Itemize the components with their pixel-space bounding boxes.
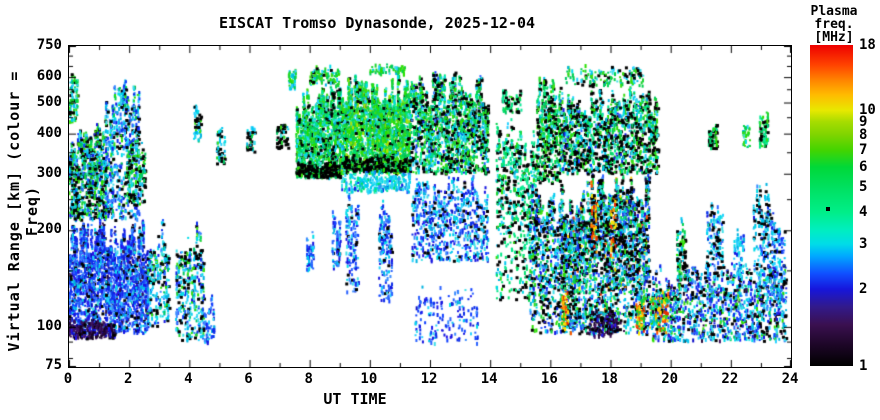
x-tick-label: 4 [184, 371, 193, 387]
plot-canvas [69, 46, 791, 367]
colorbar-title-line1: Plasma freq. [810, 4, 858, 32]
colorbar-reference-dot [826, 207, 830, 212]
x-tick-label: 24 [781, 371, 799, 387]
colorbar-tick-label: 6 [859, 159, 868, 175]
colorbar-tick-label: 8 [859, 127, 868, 144]
colorbar-tick-label: 2 [859, 281, 868, 298]
x-tick-label: 14 [480, 371, 498, 387]
colorbar-tick-label: 3 [859, 235, 868, 252]
x-tick-label: 22 [721, 371, 739, 387]
x-tick-label: 10 [360, 371, 378, 387]
colorbar-tick-label: 1 [859, 358, 868, 374]
x-tick-label: 6 [244, 371, 253, 387]
x-axis-label: UT TIME [323, 390, 387, 408]
colorbar-tick-label: 10 [859, 102, 876, 119]
x-tick-label: 2 [123, 371, 133, 387]
plot-area [68, 45, 792, 368]
x-tick-label: 16 [540, 371, 558, 387]
x-tick-label: 20 [661, 371, 679, 387]
colorbar-tick-label: 4 [859, 204, 868, 221]
chart-title: EISCAT Tromso Dynasonde, 2025-12-04 [218, 14, 536, 32]
colorbar-tick-label: 5 [859, 179, 868, 196]
colorbar-tick-label: 9 [859, 113, 868, 130]
colorbar [810, 45, 853, 366]
y-axis-label: Virtual Range [km] (colour = Freq) [5, 70, 41, 352]
colorbar-title: Plasma freq. [MHz] [788, 5, 880, 44]
x-tick-label: 12 [420, 371, 438, 387]
colorbar-title-line2: [MHz] [814, 30, 854, 45]
x-tick-label: 0 [63, 371, 73, 387]
x-tick-label: 8 [304, 371, 313, 387]
x-tick-label: 18 [601, 371, 618, 387]
colorbar-tick-label: 7 [859, 141, 868, 158]
